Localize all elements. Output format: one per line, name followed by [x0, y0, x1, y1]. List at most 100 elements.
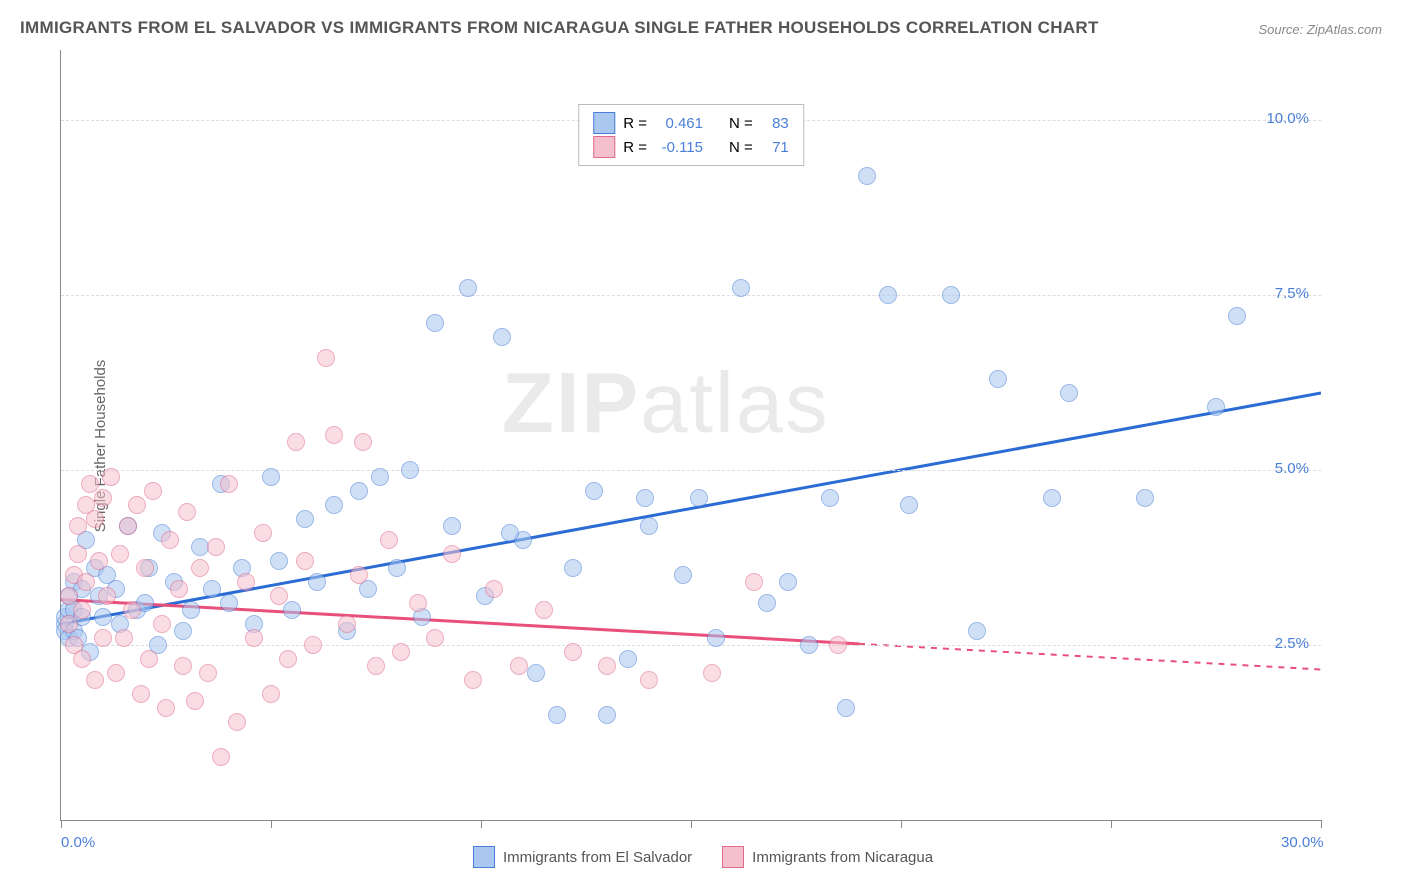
- r-value-series-2: -0.115: [655, 139, 703, 156]
- data-point-nicaragua: [745, 573, 763, 591]
- legend-item-nicaragua: Immigrants from Nicaragua: [722, 846, 933, 868]
- watermark: ZIPatlas: [502, 355, 830, 453]
- data-point-nicaragua: [123, 601, 141, 619]
- data-point-el_salvador: [1060, 384, 1078, 402]
- n-label: N =: [729, 115, 753, 132]
- data-point-el_salvador: [350, 482, 368, 500]
- data-point-nicaragua: [157, 699, 175, 717]
- series-legend: Immigrants from El Salvador Immigrants fr…: [0, 846, 1406, 868]
- data-point-el_salvador: [1228, 307, 1246, 325]
- data-point-nicaragua: [69, 517, 87, 535]
- data-point-el_salvador: [426, 314, 444, 332]
- watermark-prefix: ZIP: [502, 356, 640, 451]
- data-point-el_salvador: [1043, 489, 1061, 507]
- data-point-el_salvador: [732, 279, 750, 297]
- data-point-nicaragua: [90, 552, 108, 570]
- gridline-horizontal: [61, 470, 1321, 471]
- data-point-nicaragua: [60, 615, 78, 633]
- data-point-el_salvador: [262, 468, 280, 486]
- y-tick-label: 5.0%: [1275, 460, 1309, 477]
- data-point-nicaragua: [380, 531, 398, 549]
- data-point-el_salvador: [989, 370, 1007, 388]
- y-tick-label: 7.5%: [1275, 285, 1309, 302]
- data-point-nicaragua: [128, 496, 146, 514]
- data-point-nicaragua: [485, 580, 503, 598]
- data-point-nicaragua: [392, 643, 410, 661]
- data-point-el_salvador: [308, 573, 326, 591]
- correlation-legend-row-1: R = 0.461 N = 83: [593, 111, 789, 135]
- data-point-el_salvador: [203, 580, 221, 598]
- data-point-nicaragua: [199, 664, 217, 682]
- data-point-el_salvador: [821, 489, 839, 507]
- data-point-nicaragua: [73, 650, 91, 668]
- legend-swatch-el_salvador: [473, 846, 495, 868]
- data-point-nicaragua: [464, 671, 482, 689]
- data-point-nicaragua: [69, 545, 87, 563]
- x-tick: [271, 820, 272, 828]
- data-point-nicaragua: [237, 573, 255, 591]
- data-point-nicaragua: [304, 636, 322, 654]
- data-point-nicaragua: [86, 510, 104, 528]
- data-point-nicaragua: [132, 685, 150, 703]
- plot-area: ZIPatlas R = 0.461 N = 83 R = -0.115 N =…: [60, 50, 1321, 821]
- data-point-el_salvador: [527, 664, 545, 682]
- data-point-nicaragua: [245, 629, 263, 647]
- gridline-horizontal: [61, 295, 1321, 296]
- data-point-nicaragua: [270, 587, 288, 605]
- data-point-nicaragua: [94, 489, 112, 507]
- data-point-el_salvador: [564, 559, 582, 577]
- data-point-el_salvador: [800, 636, 818, 654]
- data-point-nicaragua: [73, 601, 91, 619]
- data-point-nicaragua: [510, 657, 528, 675]
- r-label: R =: [623, 115, 647, 132]
- data-point-nicaragua: [153, 615, 171, 633]
- data-point-el_salvador: [707, 629, 725, 647]
- n-value-series-1: 83: [761, 115, 789, 132]
- data-point-el_salvador: [459, 279, 477, 297]
- data-point-el_salvador: [942, 286, 960, 304]
- data-point-el_salvador: [779, 573, 797, 591]
- data-point-el_salvador: [283, 601, 301, 619]
- data-point-el_salvador: [879, 286, 897, 304]
- data-point-el_salvador: [174, 622, 192, 640]
- data-point-nicaragua: [640, 671, 658, 689]
- data-point-el_salvador: [388, 559, 406, 577]
- data-point-nicaragua: [77, 573, 95, 591]
- data-point-nicaragua: [178, 503, 196, 521]
- data-point-nicaragua: [86, 671, 104, 689]
- data-point-el_salvador: [1207, 398, 1225, 416]
- data-point-nicaragua: [207, 538, 225, 556]
- data-point-el_salvador: [636, 489, 654, 507]
- data-point-el_salvador: [191, 538, 209, 556]
- correlation-legend-row-2: R = -0.115 N = 71: [593, 135, 789, 159]
- data-point-nicaragua: [325, 426, 343, 444]
- data-point-el_salvador: [182, 601, 200, 619]
- data-point-nicaragua: [111, 545, 129, 563]
- data-point-nicaragua: [354, 433, 372, 451]
- data-point-el_salvador: [598, 706, 616, 724]
- data-point-nicaragua: [144, 482, 162, 500]
- data-point-nicaragua: [317, 349, 335, 367]
- source-attribution: Source: ZipAtlas.com: [1258, 22, 1382, 37]
- data-point-nicaragua: [102, 468, 120, 486]
- data-point-nicaragua: [829, 636, 847, 654]
- y-tick-label: 10.0%: [1266, 110, 1309, 127]
- data-point-el_salvador: [493, 328, 511, 346]
- data-point-nicaragua: [287, 433, 305, 451]
- data-point-el_salvador: [371, 468, 389, 486]
- legend-label-el_salvador: Immigrants from El Salvador: [503, 849, 692, 866]
- data-point-el_salvador: [968, 622, 986, 640]
- x-tick: [901, 820, 902, 828]
- data-point-nicaragua: [191, 559, 209, 577]
- data-point-nicaragua: [296, 552, 314, 570]
- data-point-el_salvador: [640, 517, 658, 535]
- correlation-legend: R = 0.461 N = 83 R = -0.115 N = 71: [578, 104, 804, 166]
- data-point-el_salvador: [501, 524, 519, 542]
- data-point-el_salvador: [401, 461, 419, 479]
- x-tick: [481, 820, 482, 828]
- data-point-nicaragua: [119, 517, 137, 535]
- n-label: N =: [729, 139, 753, 156]
- r-label: R =: [623, 139, 647, 156]
- data-point-nicaragua: [107, 664, 125, 682]
- legend-swatch-series-1: [593, 112, 615, 134]
